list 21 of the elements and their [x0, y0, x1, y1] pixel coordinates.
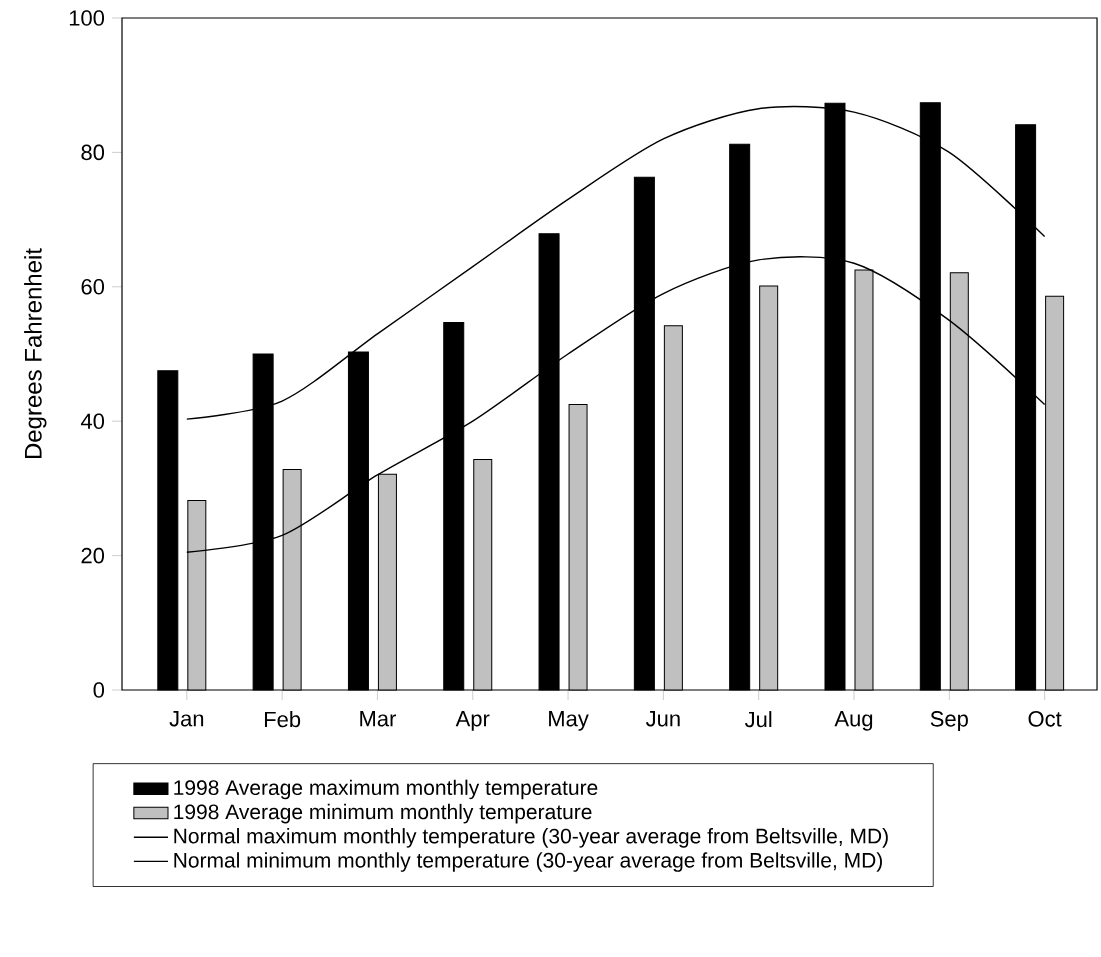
y-tick-label: 100 — [69, 10, 105, 26]
x-tick-label: Apr — [455, 711, 490, 731]
x-tick-label: Jul — [744, 711, 772, 728]
x-tick-label: Mar — [360, 711, 397, 727]
x-tick-label: May — [549, 711, 589, 731]
x-tick-label: Oct — [1028, 711, 1062, 727]
y-tick-label: 0 — [93, 682, 105, 698]
legend-label: Normal minimum monthly temperature (30-year average from Beltsville, MD) — [174, 852, 882, 872]
y-tick-label: 80 — [81, 144, 105, 161]
x-tick-label: Jan — [169, 711, 204, 727]
legend-label: Normal maximum monthly temperature (30-year average from Beltsville, MD) — [174, 828, 888, 848]
y-tick-label: 40 — [80, 413, 105, 429]
x-tick-label: Aug — [834, 711, 873, 731]
x-tick-label: Sep — [930, 711, 968, 731]
x-tick-label: Feb — [264, 711, 301, 728]
legend-label: 1998 Average maximum monthly temperature — [174, 779, 598, 800]
y-tick-label: 60 — [81, 279, 105, 295]
legend-label: 1998 Average minimum monthly temperature — [174, 803, 592, 824]
y-axis-title: Degrees Fahrenheit — [24, 248, 47, 459]
x-tick-label: Jun — [645, 711, 680, 727]
y-tick-label: 20 — [81, 547, 105, 564]
